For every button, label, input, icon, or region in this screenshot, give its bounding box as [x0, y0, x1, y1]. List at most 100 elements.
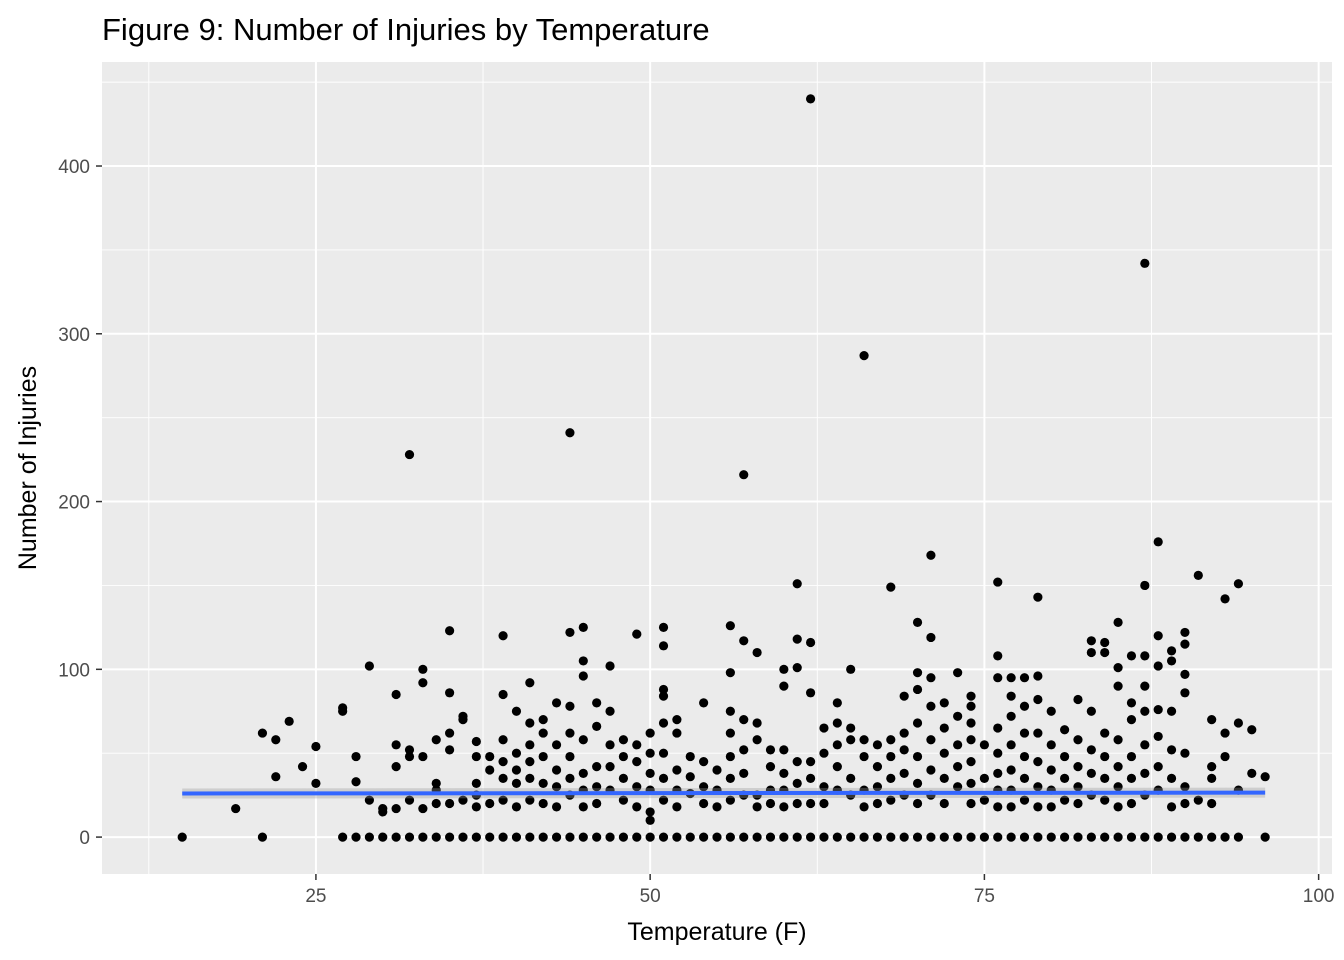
data-point: [1233, 832, 1244, 842]
data-point: [445, 728, 455, 738]
data-point: [792, 798, 802, 809]
data-point: [632, 756, 642, 767]
data-point: [779, 664, 789, 674]
data-point: [311, 778, 321, 789]
data-point: [498, 735, 508, 745]
data-point: [257, 832, 268, 842]
data-point: [525, 756, 535, 767]
data-point: [672, 765, 682, 775]
data-point: [725, 621, 735, 631]
data-point: [966, 756, 976, 767]
data-point: [645, 807, 655, 817]
data-point: [605, 706, 615, 716]
data-point: [1033, 756, 1043, 767]
data-point: [1033, 728, 1043, 738]
data-point: [953, 762, 963, 772]
data-point: [1113, 617, 1123, 627]
data-point: [297, 762, 308, 772]
data-point: [578, 768, 588, 778]
data-point: [872, 740, 883, 750]
data-point: [979, 832, 989, 842]
data-point: [912, 751, 923, 762]
data-point: [1006, 711, 1016, 721]
data-point: [939, 748, 949, 758]
data-point: [699, 798, 709, 809]
data-point: [926, 701, 936, 711]
data-point: [1060, 773, 1070, 783]
data-point: [525, 832, 535, 842]
data-point: [899, 768, 909, 778]
data-point: [404, 745, 415, 755]
data-point: [926, 632, 936, 643]
data-point: [1033, 671, 1043, 681]
data-point: [993, 673, 1003, 683]
data-point: [1113, 802, 1123, 812]
data-point: [445, 688, 455, 698]
data-point: [1019, 701, 1030, 711]
data-point: [578, 802, 588, 812]
data-point: [645, 728, 655, 738]
data-point: [1140, 740, 1150, 750]
data-point: [725, 773, 735, 783]
data-point: [551, 832, 562, 842]
data-point: [886, 751, 896, 762]
data-point: [1100, 637, 1110, 648]
data-point: [404, 832, 415, 842]
data-point: [819, 782, 829, 792]
data-point: [765, 798, 776, 809]
data-point: [1019, 795, 1030, 805]
data-point: [725, 832, 735, 842]
data-point: [1086, 832, 1096, 842]
data-point: [939, 832, 949, 842]
data-point: [765, 762, 776, 772]
data-point: [792, 634, 802, 644]
data-point: [177, 832, 187, 842]
data-point: [525, 678, 535, 688]
data-point: [338, 706, 348, 716]
data-point: [1073, 798, 1083, 809]
data-point: [832, 832, 842, 842]
data-point: [939, 723, 949, 733]
data-point: [752, 802, 762, 812]
data-point: [418, 832, 428, 842]
data-point: [725, 795, 735, 805]
data-point: [1193, 832, 1203, 842]
data-point: [805, 688, 816, 698]
data-point: [1046, 802, 1056, 812]
data-point: [805, 832, 816, 842]
data-point: [939, 798, 949, 809]
data-point: [792, 756, 802, 767]
data-point: [404, 449, 415, 460]
data-point: [685, 772, 695, 782]
data-point: [832, 762, 842, 772]
data-point: [311, 741, 321, 752]
data-point: [271, 772, 281, 782]
data-point: [1140, 681, 1150, 691]
data-point: [1006, 832, 1016, 842]
data-point: [565, 701, 575, 711]
y-tick-label: 200: [58, 493, 90, 514]
data-point: [1166, 745, 1177, 755]
data-point: [578, 656, 588, 666]
data-point: [752, 735, 762, 745]
data-point: [485, 751, 495, 762]
data-point: [445, 832, 455, 842]
data-point: [485, 798, 495, 809]
data-point: [1153, 631, 1163, 641]
data-point: [1260, 772, 1270, 782]
data-point: [1086, 647, 1096, 658]
data-point: [1126, 698, 1137, 708]
data-point: [1046, 740, 1056, 750]
y-tick-label: 300: [58, 325, 90, 346]
data-point: [926, 735, 936, 745]
data-point: [685, 751, 695, 762]
data-point: [1113, 735, 1123, 745]
data-point: [592, 698, 602, 708]
x-tick-label: 100: [1303, 886, 1335, 907]
data-point: [592, 721, 602, 731]
data-point: [819, 723, 829, 733]
data-point: [872, 782, 883, 792]
data-point: [899, 691, 909, 701]
data-point: [699, 698, 709, 708]
data-point: [1060, 725, 1070, 735]
